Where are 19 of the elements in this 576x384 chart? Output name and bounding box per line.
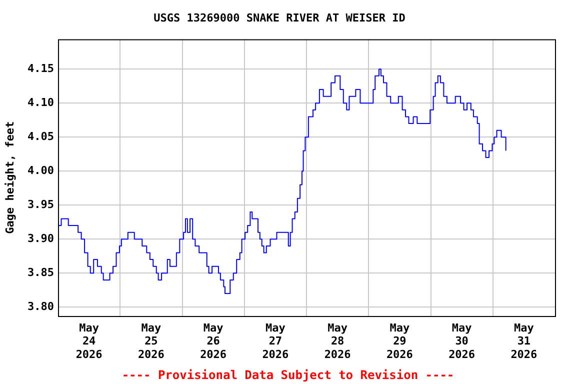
y-tick-label: 3.85 [28,266,54,280]
x-tick-label: May 31 2026 [510,321,538,361]
y-tick-label: 3.90 [28,232,54,246]
y-tick-label: 3.95 [28,198,54,212]
x-tick-label: May 30 2026 [448,321,476,361]
y-tick-label: 3.80 [28,300,54,314]
y-tick-label: 4.15 [28,62,54,75]
x-tick-label: May 27 2026 [262,321,290,361]
x-tick-label: May 29 2026 [386,321,414,361]
x-tick-label: May 26 2026 [200,321,227,361]
y-axis-title: Gage height, feet [3,121,16,234]
chart-title: USGS 13269000 SNAKE RIVER AT WEISER ID [154,11,406,24]
x-tick-label: May 28 2026 [324,321,352,361]
x-tick-label: May 24 2026 [76,321,103,361]
x-tick-label: May 25 2026 [138,321,165,361]
text: ---- Provisional Data Subject to Revision ---- [122,368,454,382]
y-tick-label: 4.00 [28,164,54,177]
y-tick-label: 4.05 [28,130,54,143]
y-tick-label: 4.10 [28,96,54,109]
